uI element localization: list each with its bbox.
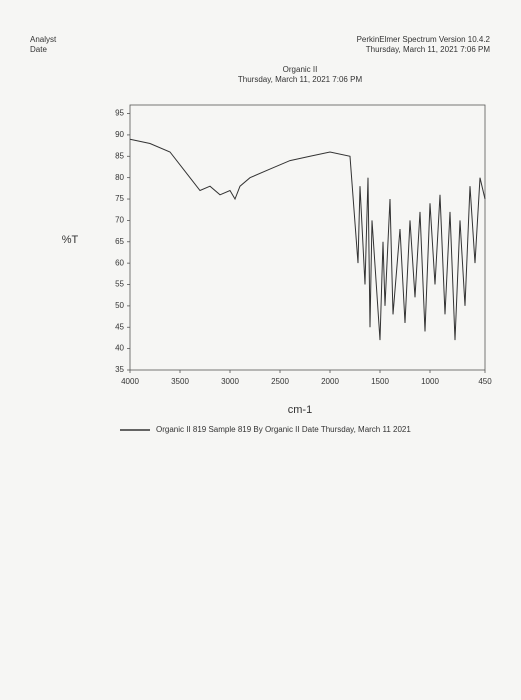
x-axis-label: cm-1 <box>288 404 312 416</box>
y-tick-label: 85 <box>115 151 124 160</box>
y-tick-label: 90 <box>115 130 124 139</box>
x-tick-label: 3000 <box>221 377 239 386</box>
software: PerkinElmer Spectrum Version 10.4.2 <box>357 35 491 44</box>
software-date: Thursday, March 11, 2021 7:06 PM <box>366 45 491 54</box>
x-tick-label: 3500 <box>171 377 189 386</box>
y-tick-label: 50 <box>115 301 124 310</box>
y-tick-label: 45 <box>115 322 124 331</box>
x-tick-label: 450 <box>478 377 492 386</box>
y-tick-label: 60 <box>115 258 124 267</box>
legend-label: Organic II 819 Sample 819 By Organic II … <box>156 425 411 434</box>
y-tick-label: 35 <box>115 365 124 374</box>
y-tick-label: 80 <box>115 173 124 182</box>
y-tick-label: 70 <box>115 216 124 225</box>
y-tick-label: 95 <box>115 109 124 118</box>
chart-subtitle: Thursday, March 11, 2021 7:06 PM <box>238 75 363 84</box>
y-tick-label: 75 <box>115 194 124 203</box>
plot-frame <box>129 104 486 371</box>
chart-title: Organic II <box>283 65 318 74</box>
x-tick-label: 2000 <box>321 377 339 386</box>
x-tick-label: 4000 <box>121 377 139 386</box>
y-axis-label: %T <box>62 234 79 246</box>
x-tick-label: 2500 <box>271 377 289 386</box>
analyst-label: Analyst <box>30 35 57 44</box>
x-tick-label: 1500 <box>371 377 389 386</box>
y-tick-label: 65 <box>115 237 124 246</box>
y-tick-label: 55 <box>115 280 124 289</box>
date-label: Date <box>30 45 47 54</box>
y-tick-label: 40 <box>115 344 124 353</box>
x-tick-label: 1000 <box>421 377 439 386</box>
spectrum-line <box>129 138 486 341</box>
